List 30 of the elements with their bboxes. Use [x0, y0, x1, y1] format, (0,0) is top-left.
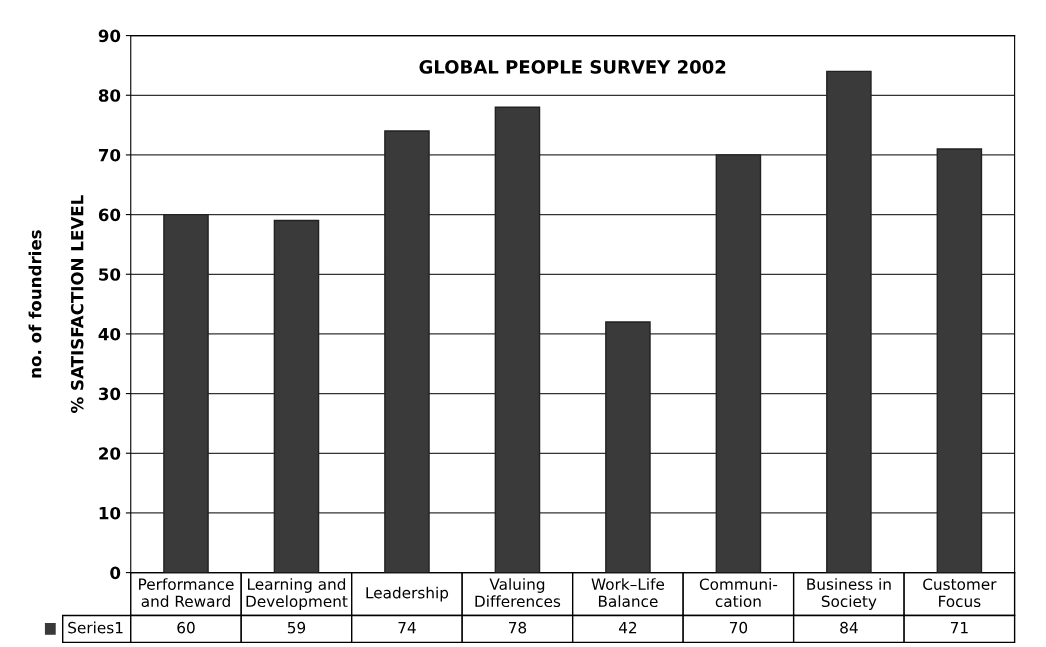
- x-tick-label: Customer Focus: [923, 578, 997, 608]
- data-label: 74: [398, 622, 416, 634]
- y-tick-label: 90: [98, 29, 121, 43]
- y-tick-label: 10: [99, 506, 121, 520]
- data-label: 60: [177, 621, 195, 634]
- y-tick-label: 60: [98, 208, 121, 222]
- data-label: 42: [618, 621, 637, 634]
- data-label: 70: [729, 621, 748, 634]
- x-tick-label: Work–Life Balance: [591, 578, 665, 608]
- y-axis-title: % SATISFACTION LEVEL: [70, 195, 84, 413]
- y-tick-label: 20: [99, 447, 121, 460]
- x-tick-label: Business in Society: [807, 578, 891, 611]
- data-label: 59: [287, 621, 306, 634]
- y-tick-label: 80: [98, 89, 121, 102]
- y-tick-label: 40: [98, 327, 121, 341]
- x-tick-label: Learning and Development: [246, 578, 348, 611]
- y-tick-label: 30: [98, 387, 121, 401]
- y-tick-label: 0: [110, 566, 121, 580]
- data-label: 71: [950, 622, 968, 634]
- legend-label: Series1: [68, 621, 123, 634]
- data-label: 84: [840, 621, 858, 634]
- x-tick-label: Performance and Reward: [139, 578, 234, 608]
- text: GLOBAL PEOPLE SURVEY 2002: [419, 60, 726, 74]
- x-tick-label: Leadership: [366, 586, 449, 602]
- x-tick-label: Communi- cation: [699, 578, 778, 608]
- data-label: 78: [508, 621, 527, 634]
- text: no. of foundries: [28, 230, 42, 378]
- y-tick-label: 50: [99, 268, 121, 281]
- y-tick-label: 70: [98, 148, 121, 162]
- x-tick-label: Valuing Differences: [475, 578, 561, 608]
